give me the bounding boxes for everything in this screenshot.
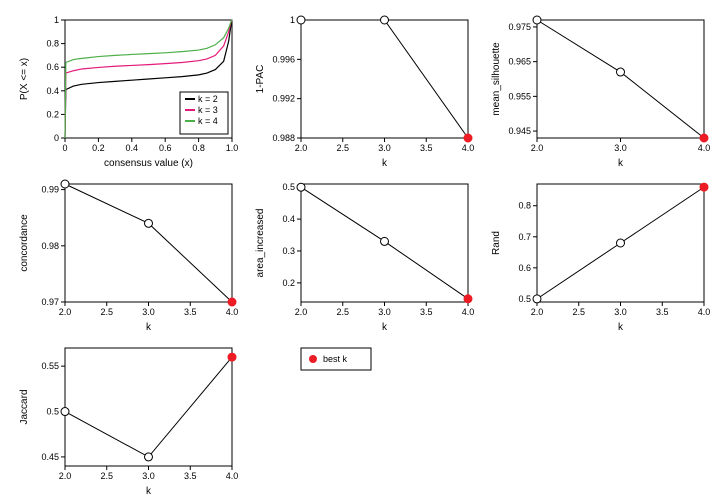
svg-text:2.0: 2.0 xyxy=(59,307,72,317)
svg-text:0.3: 0.3 xyxy=(282,246,295,256)
svg-text:0.55: 0.55 xyxy=(41,361,59,371)
svg-text:0.45: 0.45 xyxy=(41,452,59,462)
svg-text:0.7: 0.7 xyxy=(518,232,531,242)
svg-text:k = 3: k = 3 xyxy=(198,105,218,115)
svg-text:3.5: 3.5 xyxy=(420,143,433,153)
svg-text:0.996: 0.996 xyxy=(272,54,295,64)
svg-text:0: 0 xyxy=(62,143,67,153)
svg-text:4.0: 4.0 xyxy=(698,143,711,153)
svg-text:0.6: 0.6 xyxy=(518,263,531,273)
svg-text:k: k xyxy=(146,486,152,497)
panel-bestk-legend: best k xyxy=(246,338,478,498)
svg-text:k: k xyxy=(618,322,624,333)
svg-text:4.0: 4.0 xyxy=(226,307,239,317)
panel-rand: 2.0 2.5 3.0 3.5 4.0 0.5 0.6 0.7 0.8 k Rand xyxy=(482,174,714,334)
svg-text:3.5: 3.5 xyxy=(656,307,669,317)
svg-text:best k: best k xyxy=(323,354,348,364)
svg-text:0.955: 0.955 xyxy=(508,91,531,101)
svg-text:0.4: 0.4 xyxy=(126,143,139,153)
svg-text:0.4: 0.4 xyxy=(46,86,59,96)
panel-jaccard: 2.0 2.5 3.0 3.5 4.0 0.45 0.5 0.55 k Jaccard xyxy=(10,338,242,498)
svg-text:Rand: Rand xyxy=(491,231,502,255)
svg-text:0.5: 0.5 xyxy=(46,407,59,417)
svg-text:0.2: 0.2 xyxy=(92,143,105,153)
svg-text:2.5: 2.5 xyxy=(572,307,585,317)
svg-text:1-PAC: 1-PAC xyxy=(255,65,266,94)
svg-text:2.5: 2.5 xyxy=(100,307,113,317)
svg-text:0: 0 xyxy=(54,133,59,143)
svg-text:k: k xyxy=(146,322,152,333)
svg-text:3.0: 3.0 xyxy=(614,307,627,317)
svg-text:4.0: 4.0 xyxy=(462,307,475,317)
svg-text:concordance: concordance xyxy=(19,214,30,272)
svg-text:0.965: 0.965 xyxy=(508,57,531,67)
svg-text:0.6: 0.6 xyxy=(159,143,172,153)
svg-text:consensus value (x): consensus value (x) xyxy=(104,158,193,169)
svg-text:area_increased: area_increased xyxy=(255,209,266,278)
panel-1pac: 2.0 2.5 3.0 3.5 4.0 0.988 0.992 0.996 1 k 1-PAC xyxy=(246,10,478,170)
svg-text:k: k xyxy=(618,158,624,169)
svg-text:2.0: 2.0 xyxy=(295,143,308,153)
svg-text:3.5: 3.5 xyxy=(184,471,197,481)
svg-text:2.0: 2.0 xyxy=(59,471,72,481)
svg-text:0.97: 0.97 xyxy=(41,297,59,307)
panel-concordance: 2.0 2.5 3.0 3.5 4.0 0.97 0.98 0.99 k concordance xyxy=(10,174,242,334)
svg-text:0.988: 0.988 xyxy=(272,133,295,143)
svg-text:0.5: 0.5 xyxy=(282,182,295,192)
svg-text:0.98: 0.98 xyxy=(41,241,59,251)
svg-text:0.2: 0.2 xyxy=(282,278,295,288)
svg-text:0.945: 0.945 xyxy=(508,126,531,136)
svg-text:0.2: 0.2 xyxy=(46,109,59,119)
svg-text:4.0: 4.0 xyxy=(698,307,711,317)
svg-text:3.5: 3.5 xyxy=(420,307,433,317)
svg-text:1: 1 xyxy=(54,15,59,25)
svg-text:Jaccard: Jaccard xyxy=(19,389,30,424)
svg-text:mean_silhouette: mean_silhouette xyxy=(491,42,502,116)
svg-text:k = 2: k = 2 xyxy=(198,94,218,104)
svg-text:0.8: 0.8 xyxy=(192,143,205,153)
svg-text:P(X <= x): P(X <= x) xyxy=(19,58,30,100)
svg-text:1: 1 xyxy=(290,15,295,25)
svg-text:4.0: 4.0 xyxy=(462,143,475,153)
svg-text:4.0: 4.0 xyxy=(226,471,239,481)
svg-text:0.992: 0.992 xyxy=(272,94,295,104)
svg-text:3.0: 3.0 xyxy=(378,143,391,153)
svg-text:k = 4: k = 4 xyxy=(198,116,218,126)
svg-text:0.4: 0.4 xyxy=(282,214,295,224)
svg-text:2.0: 2.0 xyxy=(531,307,544,317)
panel-ecdf: 0 0.2 0.4 0.6 0.8 1.0 0 0.2 0.4 0.6 0.8 1 consensus … xyxy=(10,10,242,170)
panel-silhouette: 2.0 3.0 4.0 0.945 0.955 0.965 0.975 k mean_silho… xyxy=(482,10,714,170)
svg-text:1.0: 1.0 xyxy=(226,143,239,153)
svg-text:0.8: 0.8 xyxy=(518,201,531,211)
panel-area-increased: 2.0 2.5 3.0 3.5 4.0 0.2 0.3 0.4 0.5 k area_increas… xyxy=(246,174,478,334)
svg-text:3.0: 3.0 xyxy=(142,307,155,317)
svg-text:k: k xyxy=(382,158,388,169)
svg-text:0.975: 0.975 xyxy=(508,22,531,32)
plot-grid: 0 0.2 0.4 0.6 0.8 1.0 0 0.2 0.4 0.6 0.8 1 consensus … xyxy=(10,10,710,494)
svg-text:2.5: 2.5 xyxy=(336,307,349,317)
svg-text:0.8: 0.8 xyxy=(46,39,59,49)
svg-text:0.5: 0.5 xyxy=(518,294,531,304)
svg-text:k: k xyxy=(382,322,388,333)
svg-text:3.0: 3.0 xyxy=(142,471,155,481)
svg-text:3.5: 3.5 xyxy=(184,307,197,317)
panel-empty xyxy=(482,338,714,498)
svg-text:2.5: 2.5 xyxy=(100,471,113,481)
svg-text:0.6: 0.6 xyxy=(46,62,59,72)
svg-text:3.0: 3.0 xyxy=(614,143,627,153)
svg-text:2.0: 2.0 xyxy=(531,143,544,153)
svg-text:2.5: 2.5 xyxy=(336,143,349,153)
svg-text:2.0: 2.0 xyxy=(295,307,308,317)
svg-text:0.99: 0.99 xyxy=(41,185,59,195)
svg-text:3.0: 3.0 xyxy=(378,307,391,317)
